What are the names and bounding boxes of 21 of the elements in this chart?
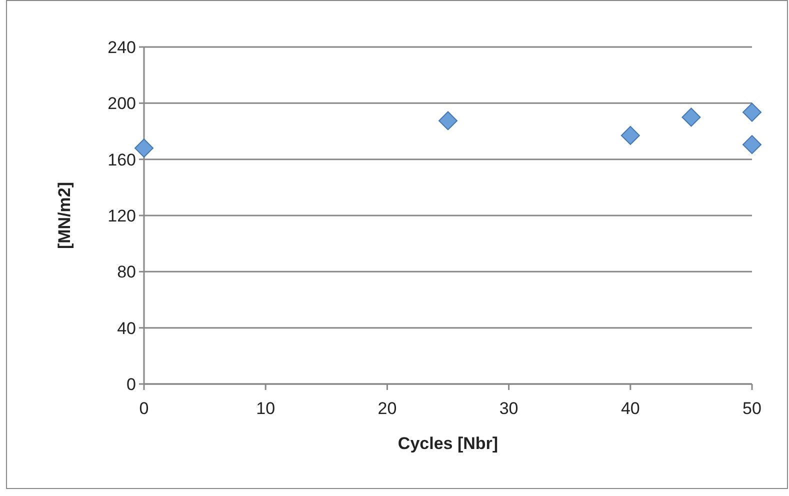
x-tick-label: 40 [620, 399, 640, 418]
point [134, 138, 154, 158]
point [620, 126, 640, 145]
y-tick-label: 120 [108, 206, 136, 226]
x-tick-label: 10 [256, 399, 276, 418]
y-tick-label: 40 [117, 318, 136, 338]
y-tick-label: 200 [108, 94, 136, 114]
x-tick-label: 30 [499, 399, 518, 418]
y-tick-label: 0 [126, 374, 136, 394]
x-tick-label: 50 [742, 399, 762, 418]
point [438, 111, 458, 130]
y-tick-label: 160 [108, 150, 136, 170]
point [742, 102, 762, 122]
x-axis-title: Cycles [Nbr] [398, 434, 498, 453]
y-tick-label: 240 [108, 38, 136, 57]
x-tick-label: 0 [139, 399, 149, 418]
x-tick-label: 20 [378, 399, 397, 418]
point [742, 135, 762, 154]
point [682, 108, 701, 127]
y-tick-label: 80 [117, 262, 136, 282]
y-axis-title: [MN/m2] [55, 182, 74, 250]
